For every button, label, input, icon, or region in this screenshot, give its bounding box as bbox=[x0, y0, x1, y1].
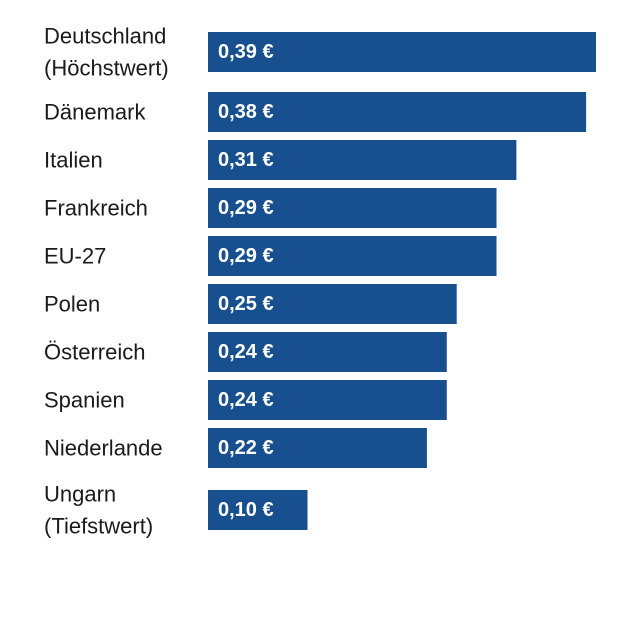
bar-value-label: 0,39 € bbox=[218, 41, 274, 63]
bar-value-label: 0,22 € bbox=[218, 437, 274, 459]
bar-value-label: 0,38 € bbox=[218, 101, 274, 123]
bar-value-label: 0,10 € bbox=[218, 499, 274, 521]
category-label: EU-27 bbox=[44, 244, 106, 269]
bar bbox=[208, 188, 497, 228]
category-label: (Tiefstwert) bbox=[44, 514, 153, 539]
bar bbox=[208, 140, 517, 180]
bar bbox=[208, 490, 308, 530]
category-label: Italien bbox=[44, 148, 103, 173]
bar-value-label: 0,24 € bbox=[218, 341, 274, 363]
bar bbox=[208, 92, 587, 132]
bar bbox=[208, 284, 457, 324]
bar bbox=[208, 332, 447, 372]
category-label: Polen bbox=[44, 292, 100, 317]
category-label: Ungarn bbox=[44, 482, 116, 507]
bar bbox=[208, 32, 596, 72]
bars-group: 0,39 € Deutschland (Höchstwert) 0,38 € Dänem… bbox=[44, 24, 596, 539]
category-label: Deutschland bbox=[44, 24, 166, 49]
category-label: (Höchstwert) bbox=[44, 56, 169, 81]
category-label: Österreich bbox=[44, 340, 145, 365]
bar-value-label: 0,29 € bbox=[218, 245, 274, 267]
category-label: Niederlande bbox=[44, 436, 163, 461]
bar bbox=[208, 428, 427, 468]
category-label: Frankreich bbox=[44, 196, 148, 221]
category-label: Spanien bbox=[44, 388, 125, 413]
bar bbox=[208, 236, 497, 276]
bar-value-label: 0,29 € bbox=[218, 197, 274, 219]
bar-value-label: 0,24 € bbox=[218, 389, 274, 411]
bar bbox=[208, 380, 447, 420]
category-label: Dänemark bbox=[44, 100, 146, 125]
bar-value-label: 0,31 € bbox=[218, 149, 274, 171]
bar-value-label: 0,25 € bbox=[218, 293, 274, 315]
